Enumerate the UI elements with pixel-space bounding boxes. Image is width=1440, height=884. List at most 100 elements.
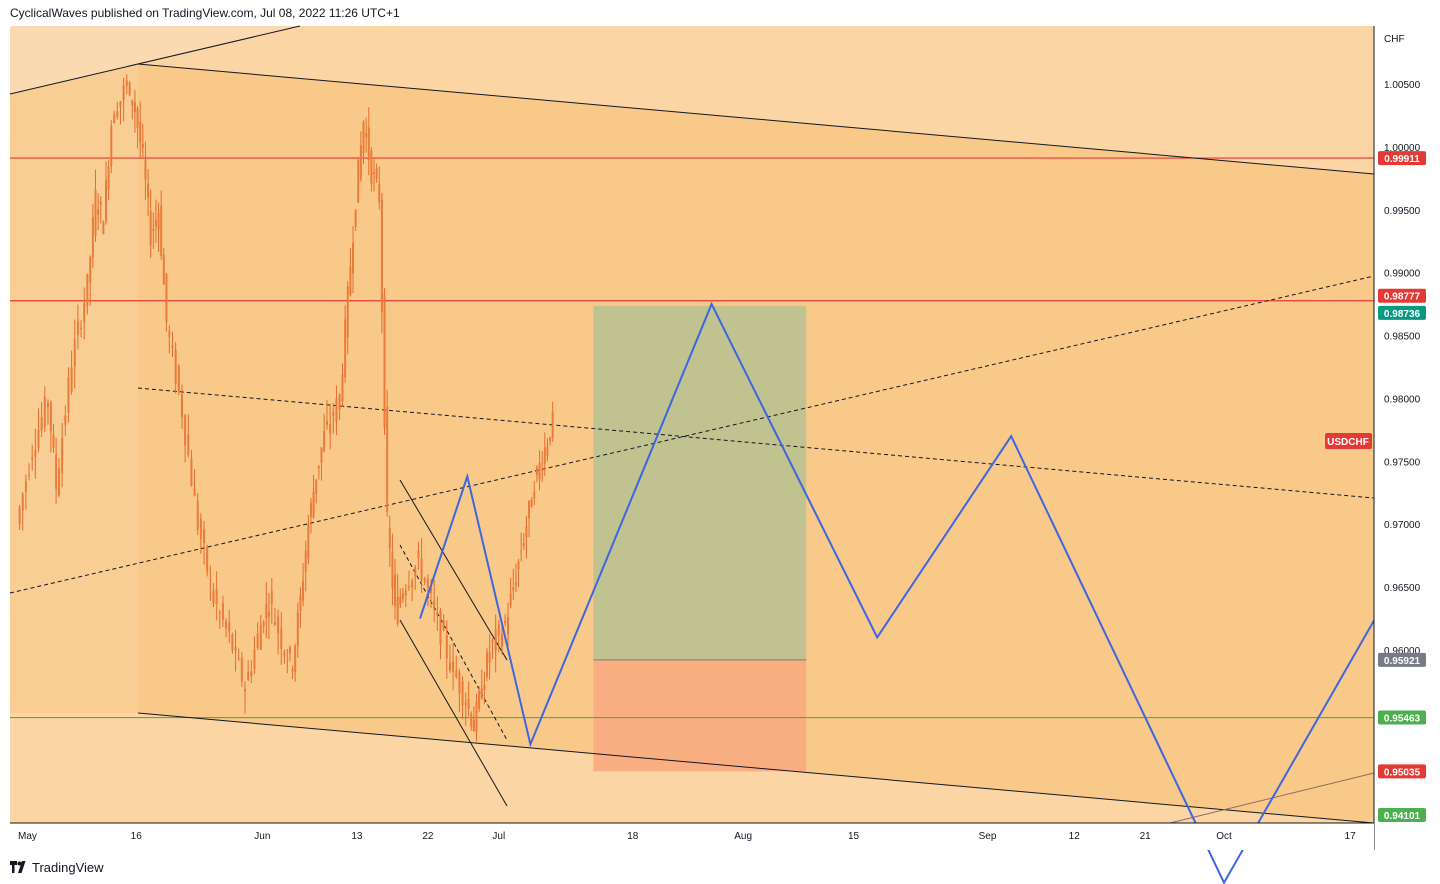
price-label-2: 0.98736 <box>1384 309 1421 320</box>
candle-body <box>349 266 352 295</box>
price-tick-4: 0.98500 <box>1384 332 1421 343</box>
candle-body <box>530 499 533 508</box>
price-candles <box>18 74 554 742</box>
price-label-bg-6 <box>1378 808 1426 822</box>
candle-body <box>154 219 157 227</box>
candle-body <box>549 437 552 441</box>
candle-body <box>125 80 128 87</box>
publisher-header: CyclicalWaves published on TradingView.c… <box>10 6 400 20</box>
candle-body <box>91 217 94 257</box>
candle-body <box>152 229 155 232</box>
candle-body <box>329 423 332 434</box>
candle-body <box>247 672 250 680</box>
price-label-bg-4 <box>1378 710 1426 725</box>
candle-body <box>162 255 165 285</box>
candle-body <box>180 393 183 418</box>
candle-body <box>357 159 360 203</box>
projection-path <box>419 301 1391 884</box>
candle-body <box>250 671 253 677</box>
candle-body <box>283 652 286 657</box>
time-tick-7: Aug <box>734 831 752 842</box>
candle-body <box>199 518 202 540</box>
price-label-bg-0 <box>1378 151 1426 166</box>
candle-body <box>491 640 494 643</box>
candle-body <box>280 627 283 649</box>
candle-body <box>500 633 503 647</box>
candle-body <box>171 345 174 348</box>
candle-body <box>354 209 357 227</box>
candle-body <box>528 500 531 519</box>
candle-body <box>442 620 445 631</box>
candle-body <box>234 646 237 651</box>
channel-bottom-line <box>137 712 1375 824</box>
candle-body <box>237 658 240 660</box>
candle-body <box>215 589 218 605</box>
target-zone[interactable] <box>593 305 807 660</box>
candle-body <box>174 349 177 384</box>
candle-body <box>184 415 187 446</box>
candle-body <box>448 662 451 670</box>
candle-body <box>455 670 458 677</box>
candle-body <box>94 189 97 236</box>
candle-body <box>225 620 228 629</box>
candle-body <box>187 434 190 455</box>
candle-body <box>105 180 108 222</box>
candle-body <box>147 183 150 198</box>
candle-body <box>475 701 478 733</box>
candle-body <box>373 171 376 174</box>
candle-body <box>362 122 365 154</box>
candle-body <box>57 468 60 496</box>
candle-body <box>160 205 163 257</box>
time-axis[interactable] <box>10 823 1374 850</box>
candle-body <box>64 415 67 425</box>
candle-body <box>504 620 507 624</box>
candle-body <box>99 201 102 205</box>
dashed-rising-line <box>9 275 1375 594</box>
stop-zone[interactable] <box>593 659 807 772</box>
candle-body <box>119 101 122 108</box>
candle-body <box>157 213 160 230</box>
candle-body <box>256 633 259 648</box>
price-label-0: 0.99911 <box>1384 154 1420 165</box>
candle-body <box>461 680 464 706</box>
candle-body <box>277 616 280 634</box>
candle-body <box>423 578 426 583</box>
candle-body <box>541 468 544 472</box>
candle-body <box>102 222 105 234</box>
candle-body <box>383 294 386 428</box>
candle-body <box>512 586 515 591</box>
candle-body <box>206 546 209 572</box>
candle-body <box>417 550 420 559</box>
currency-label: CHF <box>1384 34 1405 45</box>
footer: TradingView <box>10 858 104 876</box>
candle-body <box>296 612 299 647</box>
candle-body <box>399 596 402 605</box>
candle-body <box>404 590 407 596</box>
price-tick-5: 0.98000 <box>1384 394 1421 405</box>
candle-body <box>110 125 113 167</box>
candle-body <box>86 273 89 307</box>
price-label-bg-5 <box>1378 764 1426 779</box>
candle-body <box>338 395 341 410</box>
price-label-bg-1 <box>1378 288 1426 303</box>
candle-body <box>533 491 536 499</box>
candle-body <box>299 595 302 611</box>
candle-body <box>365 133 368 137</box>
candle-body <box>480 688 483 699</box>
time-tick-12: Oct <box>1216 831 1232 842</box>
price-label-5: 0.95035 <box>1384 767 1421 778</box>
candle-body <box>546 446 549 456</box>
channel-top-line <box>137 63 1375 175</box>
candle-body <box>396 596 399 624</box>
candle-body <box>231 634 234 651</box>
candle-body <box>401 593 404 600</box>
candle-body <box>139 121 142 143</box>
candle-body <box>352 242 354 274</box>
tradingview-logo-icon <box>10 861 26 873</box>
candle-body <box>411 580 414 588</box>
flag-mid-line <box>399 544 508 741</box>
candle-body <box>309 502 312 518</box>
candle-body <box>73 338 76 367</box>
candle-body <box>76 321 79 335</box>
